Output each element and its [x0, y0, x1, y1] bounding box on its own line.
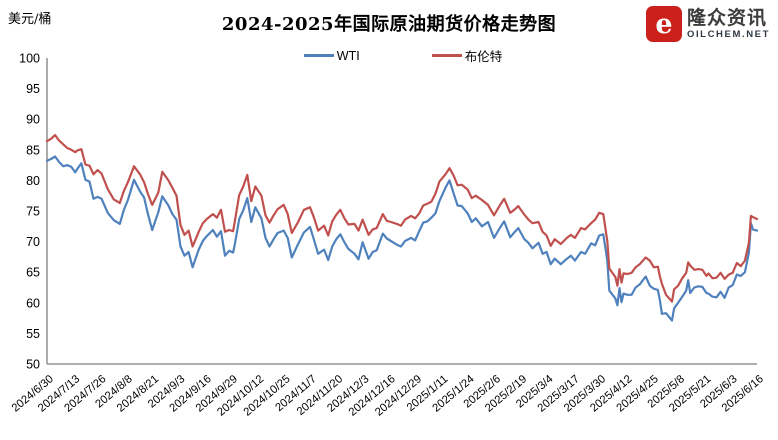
- y-tick-label: 90: [26, 113, 40, 127]
- wti-line-swatch: [303, 53, 334, 58]
- wti-legend-label: WTI: [336, 48, 360, 63]
- chart-title: 2024-2025年国际原油期货价格走势图: [221, 14, 557, 35]
- chart-legend: WTI 布伦特: [14, 46, 778, 65]
- oilchem-logo-chinese-name: 隆众资讯: [686, 7, 767, 29]
- y-tick-label: 100: [19, 52, 40, 66]
- oilchem-logo: e 隆众资讯 OILCHEM.NET: [645, 6, 770, 42]
- y-axis-unit-label: 美元/桶: [8, 12, 52, 27]
- y-tick-label: 80: [26, 174, 40, 188]
- brent-legend-label: 布伦特: [464, 50, 503, 64]
- brent-line-swatch: [431, 53, 462, 58]
- brent-price-line: [45, 134, 759, 303]
- y-tick-label: 50: [26, 358, 40, 372]
- y-tick-label: 95: [26, 82, 40, 96]
- y-tick-label: 65: [26, 266, 40, 280]
- legend-item-brent: 布伦特: [431, 46, 503, 65]
- y-tick-label: 75: [26, 205, 40, 219]
- y-tick-label: 85: [26, 143, 40, 157]
- oilchem-logo-domain: OILCHEM.NET: [686, 28, 770, 40]
- y-tick-label: 60: [26, 296, 40, 310]
- y-tick-label: 55: [26, 327, 40, 341]
- oilchem-logo-icon: e: [645, 6, 682, 42]
- wti-price-line: [45, 155, 759, 322]
- legend-item-wti: WTI: [303, 46, 360, 65]
- oilchem-logo-text: 隆众资讯 OILCHEM.NET: [687, 9, 770, 40]
- y-tick-label: 70: [26, 235, 40, 249]
